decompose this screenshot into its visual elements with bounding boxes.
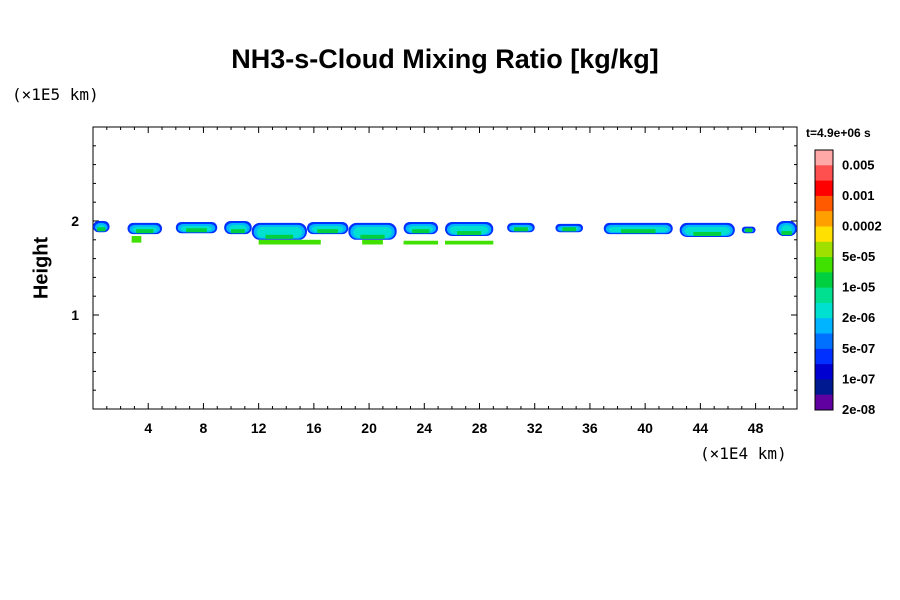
colorbar-swatch (815, 364, 833, 380)
colorbar-label: 0.0002 (842, 218, 882, 233)
colorbar-swatch (815, 302, 833, 319)
cloud-cell-base (457, 231, 482, 236)
x-tick-label: 48 (748, 420, 764, 436)
cloud-cell-base (781, 231, 792, 236)
cloud-green-band (131, 236, 142, 243)
x-tick-label: 12 (251, 420, 267, 436)
colorbar-frame (814, 149, 834, 411)
cloud-cell-base (412, 229, 430, 234)
colorbar-swatch (815, 272, 833, 289)
x-tick-label: 36 (582, 420, 598, 436)
chart-title: NH3-s-Cloud Mixing Ratio [kg/kg] (231, 44, 659, 74)
colorbar-swatch (815, 348, 833, 365)
x-tick-label: 24 (417, 420, 433, 436)
cloud-cell-base (317, 229, 339, 234)
colorbar-label: 5e-05 (842, 249, 875, 264)
colorbar-swatch (815, 333, 833, 350)
cloud-cell-base (562, 227, 577, 232)
cloud-green-band (362, 239, 383, 245)
cloud-cell-base (745, 228, 753, 233)
cloud-cell-base (693, 231, 722, 236)
cloud-cell-base (97, 227, 106, 232)
x-tick-label: 16 (306, 420, 322, 436)
colorbar-label: 5e-07 (842, 341, 875, 356)
colorbar-label: 1e-05 (842, 280, 875, 295)
colorbar-swatch (815, 150, 833, 166)
cloud-cell-base (621, 229, 656, 234)
colorbar-swatch (815, 226, 833, 243)
colorbar-swatch (815, 379, 833, 396)
x-tick-label: 20 (361, 420, 377, 436)
colorbar-label: 2e-06 (842, 310, 875, 325)
cloud-cell-base (136, 229, 154, 234)
y-tick-label: 1 (71, 307, 79, 323)
colorbar-swatch (815, 165, 833, 182)
cloud-cell-base (265, 234, 294, 239)
colorbar-swatch (815, 257, 833, 273)
y-axis-unit: (×1E5 km) (12, 85, 99, 104)
colorbar-swatch (815, 195, 833, 212)
colorbar-swatch (815, 287, 833, 304)
colorbar-label: 0.001 (842, 188, 875, 203)
colorbar-swatch (815, 241, 833, 258)
cloud-cell-base (514, 227, 528, 232)
y-tick-label: 2 (71, 213, 79, 229)
x-tick-label: 28 (472, 420, 488, 436)
colorbar-label: 2e-08 (842, 402, 875, 417)
colorbar-label: 1e-07 (842, 371, 875, 386)
x-tick-label: 40 (637, 420, 653, 436)
x-tick-label: 8 (200, 420, 208, 436)
x-tick-label: 4 (144, 420, 152, 436)
colorbar-swatch (815, 318, 833, 335)
cloud-cell-base (231, 229, 245, 234)
x-tick-label: 44 (693, 420, 709, 436)
cloud-cell-base (360, 234, 385, 239)
x-tick-label: 32 (527, 420, 543, 436)
colorbar-label: 0.005 (842, 157, 875, 172)
cloud-green-band (258, 239, 321, 245)
colorbar-swatch (815, 394, 833, 411)
x-axis-unit: (×1E4 km) (700, 444, 787, 463)
cloud-green-band (403, 240, 439, 245)
colorbar-swatch (815, 180, 833, 197)
cloud-green-band (445, 240, 494, 245)
plot-frame (92, 126, 798, 410)
colorbar-swatch (815, 211, 833, 227)
cloud-cell-base (186, 228, 207, 233)
time-label: t=4.9e+06 s (806, 126, 871, 140)
